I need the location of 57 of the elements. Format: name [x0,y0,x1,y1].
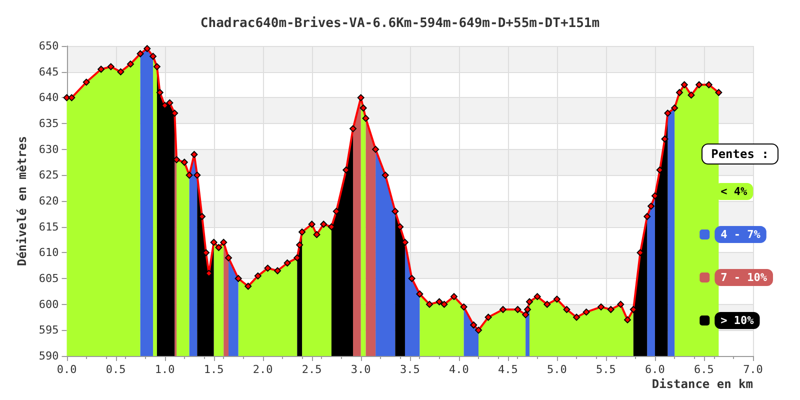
point [296,241,304,248]
x-tick-label: 4.5 [498,363,518,376]
point [210,238,218,246]
point [332,208,340,215]
x-tick-label: 5.5 [596,363,616,376]
y-tick-label: 635 [38,117,59,130]
x-tick-label: 1.0 [154,363,175,376]
legend-label: 7 - 10% [720,271,768,284]
point [651,192,658,200]
x-tick-label: 0.0 [56,363,77,376]
x-tick-label: 6.5 [694,363,714,376]
y-tick-label: 590 [38,350,59,362]
x-tick-label: 4.0 [448,363,469,376]
point [328,223,335,230]
y-tick-label: 615 [38,220,59,234]
y-tick-label: 625 [38,168,59,182]
y-tick-label: 640 [38,91,59,104]
legend-label: > 10% [720,314,754,327]
point [656,166,664,174]
x-tick-label: 3.5 [400,363,420,376]
x-tick-label: 3.0 [350,363,371,376]
point [156,89,164,96]
point [644,213,651,220]
point [392,208,399,215]
y-tick-label: 605 [38,272,59,285]
series-label: < 4% [720,185,748,198]
legend-title: Pentes : [711,147,769,161]
x-axis-title: Distance en km [652,377,753,391]
point [664,110,672,117]
point [298,228,306,236]
point [636,249,644,256]
x-tick-label: 7.0 [743,363,763,376]
point [194,172,201,179]
legend-label: 4 - 7% [720,228,761,241]
chart-title: Chadrac640m-Brives-VA-6.6Km-594m-649m-D+55m-DT+151m [200,16,600,31]
y-tick-label: 645 [38,65,59,78]
point [661,136,668,142]
y-tick-label: 650 [38,40,59,52]
point [198,213,206,220]
y-axis-title: Dénivelé en mètres [15,136,29,266]
x-tick-label: 6.0 [645,363,665,376]
y-tick-label: 630 [38,142,59,156]
point [153,63,160,70]
y-tick-label: 610 [38,246,59,260]
y-tick-label: 595 [38,324,59,337]
x-tick-label: 1.5 [204,363,224,376]
x-tick-label: 5.0 [546,363,567,376]
point [350,125,357,132]
point [630,306,637,313]
point [171,110,178,117]
x-tick-label: 2.0 [252,363,273,376]
point [396,223,404,230]
y-tick-label: 620 [38,194,59,208]
x-tick-label: 0.5 [106,363,126,376]
point [166,99,174,106]
y-tick-label: 600 [38,298,59,311]
x-tick-label: 2.5 [302,363,322,376]
